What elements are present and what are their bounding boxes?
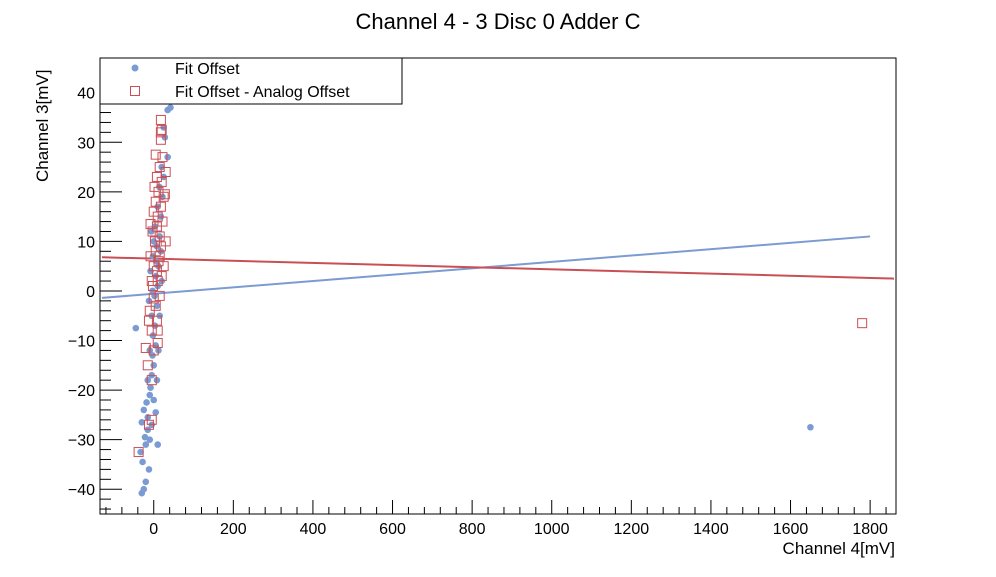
point-fit-offset-analog-44 [146,375,157,386]
point-fit-offset-21 [150,362,158,369]
plot-frame [99,57,897,515]
point-fit-offset-analog-48 [160,236,171,247]
chart-title: Channel 4 - 3 Disc 0 Adder C [356,9,641,34]
y-tick-label: 20 [77,185,95,202]
point-fit-offset-61 [154,441,162,448]
x-axis: 0 200 400 600 800 1000 1200 1400 1600 1800 [105,500,888,538]
point-fit-offset-analog-10 [154,290,165,301]
point-fit-offset-analog-7 [151,315,162,326]
point-fit-offset-20 [144,376,152,384]
point-fit-offset-48 [164,106,171,114]
data-points [132,104,868,497]
x-tick-label: 600 [379,521,406,538]
point-fit-offset-analog-9 [150,300,161,311]
point-fit-offset-analog-42 [159,189,170,200]
point-fit-offset-7 [142,441,150,448]
y-tick-label: −20 [68,383,95,400]
y-axis-label: Channel 3[mV] [33,70,52,182]
point-fit-offset-17 [146,391,154,399]
x-tick-label: 800 [459,521,486,538]
legend-marker-fit-offset [131,64,139,72]
fit-line-1 [101,256,895,280]
point-fit-offset-3 [142,478,150,486]
point-fit-offset-analog-51 [151,266,162,277]
point-fit-offset-9 [141,433,149,441]
y-tick-label: 40 [77,86,95,103]
point-fit-offset-10 [138,419,146,426]
point-fit-offset-58 [148,228,155,235]
fit-lines [101,235,895,299]
point-fit-offset-5 [139,458,146,466]
point-fit-offset-analog-47 [143,315,154,326]
legend: Fit Offset Fit Offset - Analog Offset [99,57,403,105]
x-tick-label: 0 [149,521,158,538]
point-fit-offset-analog-41 [155,127,166,138]
x-tick-label: 1800 [852,521,888,538]
point-fit-offset-analog-4 [148,345,159,356]
point-fit-offset-analog-2 [146,414,157,425]
point-fit-offset-16 [150,396,158,404]
point-fit-offset-4 [145,466,153,473]
point-fit-offset-analog-52 [146,276,157,287]
y-tick-label: 30 [77,135,95,152]
point-fit-offset-13 [140,406,148,414]
legend-label-fit-offset: Fit Offset [175,61,240,78]
point-fit-offset-analog-6 [146,325,157,336]
point-fit-offset-49 [807,423,814,431]
point-fit-offset-analog-5 [152,338,163,348]
point-fit-offset-analog-37 [157,152,168,163]
point-fit-offset-44 [164,153,171,161]
point-fit-offset-analog-45 [152,325,163,336]
point-fit-offset-14 [152,409,160,416]
point-fit-offset-analog-43 [142,360,153,371]
point-fit-offset-analog-39 [156,124,167,135]
x-tick-label: 1000 [534,521,570,538]
x-axis-label: Channel 4[mV] [783,539,895,558]
y-tick-label: −40 [68,482,95,499]
point-fit-offset-analog-36 [150,149,161,160]
x-tick-label: 200 [220,521,247,538]
point-fit-offset-0 [132,324,140,332]
y-tick-label: −10 [68,334,95,351]
point-fit-offset-analog-38 [155,134,166,145]
x-tick-label: 1600 [773,521,809,538]
point-fit-offset-analog-0 [133,447,144,458]
point-fit-offset-analog-25 [145,219,156,230]
x-tick-label: 1400 [693,521,729,538]
point-fit-offset-analog-40 [155,114,166,125]
legend-marker-fit-offset-analog [130,86,140,96]
y-tick-label: 10 [77,234,95,251]
legend-box [99,57,403,105]
point-fit-offset-15 [143,399,150,406]
point-fit-offset-analog-50 [154,251,165,262]
point-fit-offset-2 [140,485,148,493]
y-tick-label: −30 [68,433,95,450]
point-fit-offset-analog-3 [140,342,151,353]
point-fit-offset-18 [147,384,154,391]
point-fit-offset-analog-35 [154,162,165,173]
x-tick-label: 1200 [614,521,650,538]
point-fit-offset-analog-53 [857,318,868,329]
point-fit-offset-59 [153,376,161,384]
y-tick-label: 0 [86,284,95,301]
legend-label-fit-offset-analog: Fit Offset - Analog Offset [175,84,350,101]
point-fit-offset-28 [153,302,161,310]
x-tick-label: 400 [300,521,327,538]
y-axis: −40 −30 −20 −10 0 10 20 30 40 [68,62,122,510]
point-fit-offset-analog-49 [148,293,159,304]
point-fit-offset-6 [137,448,144,456]
